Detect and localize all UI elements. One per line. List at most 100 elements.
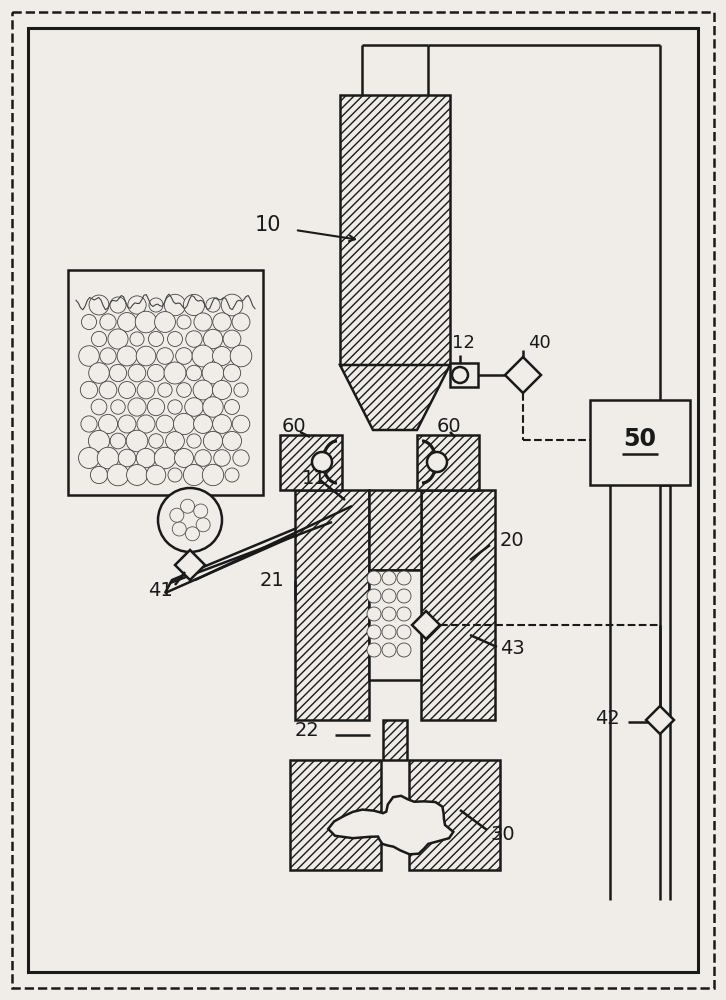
Circle shape bbox=[203, 431, 223, 451]
Circle shape bbox=[397, 643, 411, 657]
Circle shape bbox=[126, 430, 148, 452]
Circle shape bbox=[91, 399, 107, 415]
Polygon shape bbox=[412, 611, 440, 639]
Circle shape bbox=[110, 364, 126, 382]
Circle shape bbox=[232, 415, 250, 433]
Bar bbox=[290, 760, 381, 870]
Circle shape bbox=[184, 398, 203, 416]
Circle shape bbox=[367, 643, 381, 657]
Circle shape bbox=[118, 382, 136, 398]
Circle shape bbox=[367, 607, 381, 621]
Circle shape bbox=[168, 468, 182, 482]
Circle shape bbox=[382, 571, 396, 585]
Circle shape bbox=[168, 332, 182, 346]
Circle shape bbox=[91, 331, 107, 347]
Circle shape bbox=[155, 312, 176, 332]
Circle shape bbox=[97, 447, 119, 469]
Circle shape bbox=[137, 381, 155, 399]
Circle shape bbox=[203, 464, 224, 486]
Circle shape bbox=[225, 468, 239, 482]
Circle shape bbox=[367, 571, 381, 585]
Circle shape bbox=[156, 415, 174, 433]
Polygon shape bbox=[328, 796, 453, 854]
Circle shape bbox=[224, 400, 240, 414]
Polygon shape bbox=[505, 357, 541, 393]
Bar bbox=[68, 270, 263, 495]
Circle shape bbox=[195, 450, 211, 466]
Circle shape bbox=[194, 313, 212, 331]
Circle shape bbox=[213, 450, 230, 466]
Text: 60: 60 bbox=[437, 418, 462, 436]
Circle shape bbox=[149, 434, 163, 448]
Circle shape bbox=[147, 398, 165, 416]
Circle shape bbox=[206, 298, 220, 312]
Circle shape bbox=[185, 527, 200, 541]
Circle shape bbox=[78, 448, 99, 468]
Bar bbox=[450, 363, 478, 387]
Circle shape bbox=[203, 329, 223, 349]
Circle shape bbox=[234, 383, 248, 397]
Circle shape bbox=[158, 383, 172, 397]
Circle shape bbox=[130, 332, 144, 346]
Polygon shape bbox=[175, 550, 205, 580]
Circle shape bbox=[90, 466, 107, 484]
Circle shape bbox=[89, 363, 110, 383]
Bar bbox=[369, 570, 421, 680]
Circle shape bbox=[117, 346, 137, 366]
Circle shape bbox=[135, 311, 157, 333]
Circle shape bbox=[194, 415, 213, 433]
Circle shape bbox=[136, 448, 155, 468]
Circle shape bbox=[136, 346, 156, 366]
Circle shape bbox=[107, 464, 129, 486]
Circle shape bbox=[397, 589, 411, 603]
Circle shape bbox=[213, 313, 231, 331]
Circle shape bbox=[108, 329, 128, 349]
Text: 20: 20 bbox=[500, 530, 525, 550]
Circle shape bbox=[382, 643, 396, 657]
Circle shape bbox=[81, 416, 97, 432]
Text: 40: 40 bbox=[528, 334, 551, 352]
Text: 42: 42 bbox=[595, 708, 620, 728]
Circle shape bbox=[110, 297, 126, 313]
Circle shape bbox=[166, 432, 184, 450]
Circle shape bbox=[157, 348, 174, 364]
Circle shape bbox=[118, 313, 136, 331]
Circle shape bbox=[155, 447, 176, 469]
Circle shape bbox=[213, 380, 232, 400]
Circle shape bbox=[367, 589, 381, 603]
Circle shape bbox=[221, 294, 242, 316]
Text: 30: 30 bbox=[490, 826, 515, 844]
Circle shape bbox=[100, 348, 116, 364]
Circle shape bbox=[187, 365, 202, 381]
Circle shape bbox=[202, 362, 224, 384]
Text: 10: 10 bbox=[255, 215, 282, 235]
Circle shape bbox=[187, 434, 201, 448]
Circle shape bbox=[223, 330, 241, 348]
Circle shape bbox=[192, 345, 214, 367]
Circle shape bbox=[146, 465, 166, 485]
Circle shape bbox=[176, 383, 192, 397]
Circle shape bbox=[184, 464, 205, 486]
Circle shape bbox=[177, 315, 191, 329]
Bar bbox=[383, 720, 407, 760]
Circle shape bbox=[382, 607, 396, 621]
Circle shape bbox=[110, 433, 126, 449]
Circle shape bbox=[168, 400, 182, 414]
Bar bbox=[590, 400, 690, 485]
Circle shape bbox=[174, 449, 193, 467]
Text: 22: 22 bbox=[295, 720, 319, 740]
Bar bbox=[421, 490, 495, 720]
Circle shape bbox=[194, 504, 208, 518]
Circle shape bbox=[128, 398, 146, 416]
Text: 43: 43 bbox=[500, 639, 525, 658]
Circle shape bbox=[427, 452, 447, 472]
Circle shape bbox=[118, 449, 136, 467]
Circle shape bbox=[149, 298, 163, 312]
Circle shape bbox=[452, 367, 468, 383]
Circle shape bbox=[137, 415, 155, 433]
Circle shape bbox=[196, 518, 210, 532]
Text: 60: 60 bbox=[282, 418, 306, 436]
Circle shape bbox=[118, 415, 136, 433]
Text: 21: 21 bbox=[260, 570, 285, 589]
Circle shape bbox=[181, 499, 195, 513]
